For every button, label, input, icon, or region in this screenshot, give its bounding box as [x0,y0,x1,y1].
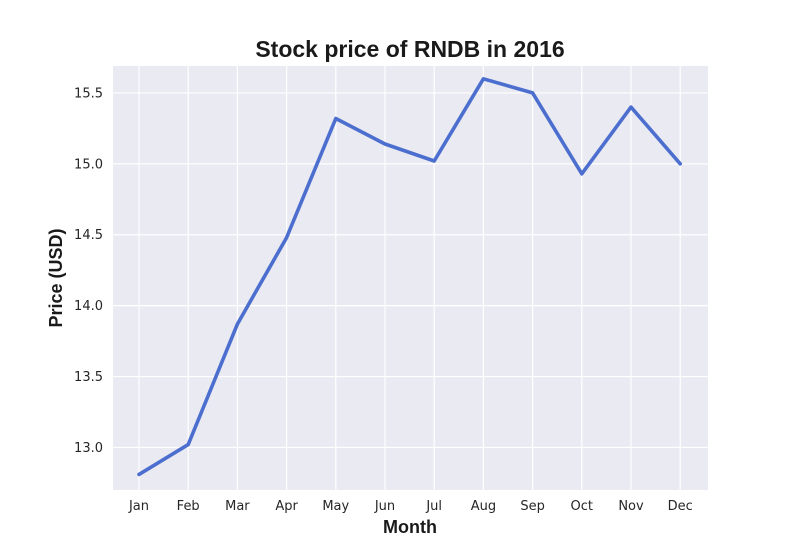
y-tick-label: 14.0 [74,299,103,314]
x-tick-label: Dec [668,499,693,514]
y-axis-ticks: 13.0 13.5 14.0 14.5 15.0 15.5 [74,86,103,456]
x-gridlines [138,66,681,490]
x-tick-label: Apr [275,499,298,514]
y-axis-label: Price (USD) [46,228,66,327]
y-tick-label: 13.5 [74,370,103,385]
chart-title: Stock price of RNDB in 2016 [255,36,564,62]
x-axis-ticks: Jan Feb Mar Apr May Jun Jul Aug Sep Oct Nov Dec [128,499,693,514]
x-axis-label: Month [383,517,437,537]
y-tick-label: 15.0 [74,157,103,172]
y-tick-label: 13.0 [74,441,103,456]
plot-area [113,66,708,490]
y-tick-label: 15.5 [74,86,103,101]
x-tick-label: Feb [177,499,200,514]
series-line [137,77,683,477]
y-tick-label: 14.5 [74,228,103,243]
y-gridlines [113,92,708,449]
x-tick-label: Sep [520,499,545,514]
x-tick-label: Aug [471,499,496,514]
series-group [137,77,683,477]
x-tick-label: Nov [618,499,644,514]
x-tick-label: Jun [374,499,395,514]
x-tick-label: Jul [425,499,442,514]
x-tick-label: Jan [128,499,149,514]
x-tick-label: Mar [225,499,250,514]
x-tick-label: Oct [571,499,593,514]
x-tick-label: May [322,499,349,514]
